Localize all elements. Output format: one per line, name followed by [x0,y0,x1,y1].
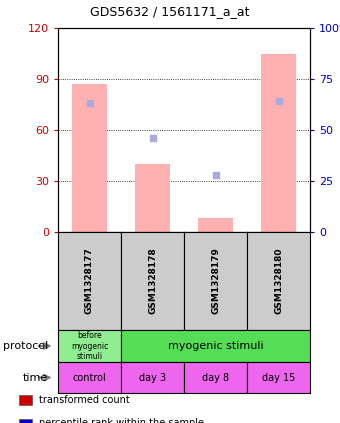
Text: percentile rank within the sample: percentile rank within the sample [39,418,204,423]
Text: day 3: day 3 [139,373,166,382]
Text: control: control [73,373,106,382]
Text: GSM1328178: GSM1328178 [148,247,157,314]
Text: before
myogenic
stimuli: before myogenic stimuli [71,331,108,361]
Text: protocol: protocol [3,341,48,351]
Text: day 8: day 8 [202,373,229,382]
Text: GDS5632 / 1561171_a_at: GDS5632 / 1561171_a_at [90,5,250,18]
Text: GSM1328177: GSM1328177 [85,247,94,314]
Text: day 15: day 15 [262,373,295,382]
Text: GSM1328179: GSM1328179 [211,247,220,314]
Text: transformed count: transformed count [39,395,130,405]
Bar [198,218,233,232]
Bar [72,84,107,232]
Text: time: time [22,373,48,382]
Bar [135,164,170,232]
Bar [261,53,296,232]
Text: GSM1328180: GSM1328180 [274,248,283,314]
Text: myogenic stimuli: myogenic stimuli [168,341,263,351]
